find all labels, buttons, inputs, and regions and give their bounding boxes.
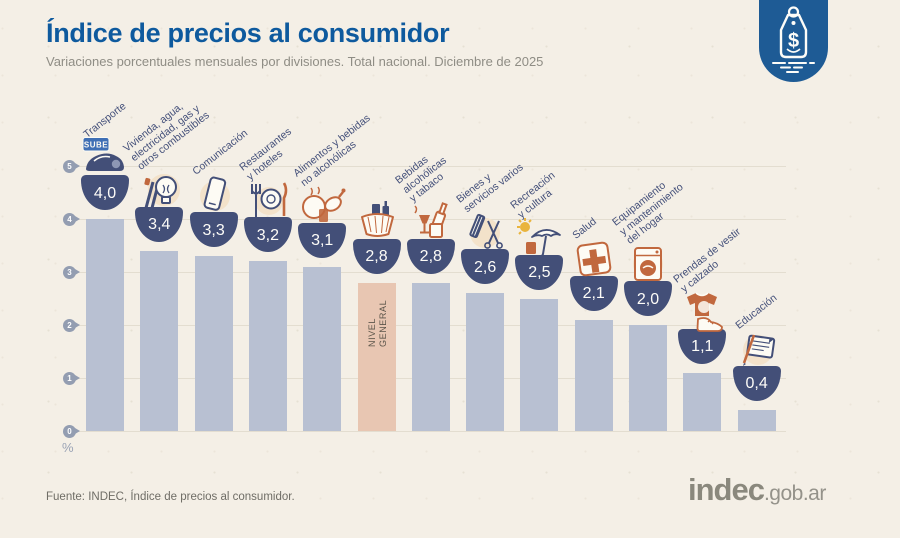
bar-Nivel general	[357, 282, 396, 431]
logo-domain-text: .gob.ar	[763, 482, 826, 505]
value-badge: 3,4	[135, 206, 184, 242]
price-tag-icon: $	[759, 0, 828, 87]
value-label: 3,4	[148, 216, 171, 234]
umbrella-sun-icon	[515, 216, 563, 258]
indec-logo-link[interactable]: indec .gob.ar	[688, 472, 826, 508]
value-label: 2,0	[636, 290, 660, 308]
value-label: 4,0	[93, 184, 117, 202]
bar-Salud	[574, 319, 613, 431]
bar-Vivienda, agua, electricidad, gas y otros combustibles	[140, 250, 179, 431]
header-brand-badge: $	[759, 0, 828, 82]
category-label: Transporte	[81, 100, 129, 141]
value-badge: 2,5	[515, 254, 564, 290]
category-label: Equipamiento y mantenimiento del hogar	[610, 179, 686, 247]
tshirt-sneaker-icon	[678, 290, 726, 332]
bottle-glass-icon	[407, 200, 455, 242]
bar-Bienes y servicios varios	[466, 293, 505, 431]
value-badge: 4,0	[81, 175, 129, 210]
gridline-0	[78, 431, 786, 432]
page-title: Índice de precios al consumidor	[46, 18, 450, 48]
bar-Educación	[737, 409, 776, 431]
y-tick-2: 2	[63, 318, 80, 332]
source-note: Fuente: INDEC, Índice de precios al cons…	[46, 491, 295, 503]
value-badge: 2,8	[406, 238, 455, 274]
value-badge: 3,1	[298, 222, 347, 258]
logo-text: indec	[688, 472, 765, 507]
washing-machine-icon	[624, 242, 672, 284]
value-badge: 3,3	[189, 212, 238, 248]
page-subtitle: Variaciones porcentuales mensuales por d…	[46, 54, 544, 69]
bar-Alimentos y bebidas no alcohólicas	[303, 266, 342, 431]
svg-text:SUBE: SUBE	[84, 141, 108, 150]
category-label: Recreación y cultura	[508, 168, 558, 221]
bar-Restaurantes y hoteles	[248, 261, 287, 431]
value-label: 2,5	[528, 264, 551, 281]
shopping-basket-icon	[353, 200, 401, 242]
category-label: Bebidas alcohólicas y tabaco	[392, 153, 449, 205]
category-label: Alimentos y bebidas no alcohólicas	[291, 111, 373, 189]
notebook-pencil-icon	[733, 327, 781, 369]
y-tick-3: 3	[63, 265, 80, 279]
value-badge: 2,1	[569, 275, 618, 311]
value-badge: 1,1	[678, 328, 727, 364]
highlight-bar-label: NIVEL GENERAL	[366, 299, 388, 347]
y-tick-4: 4	[63, 212, 80, 226]
value-badge: 0,4	[732, 365, 781, 401]
bar-Recreación y cultura	[520, 298, 559, 431]
bulb-tools-icon	[135, 168, 183, 210]
y-axis-unit-label: %	[62, 440, 74, 455]
food-plate-icon	[298, 184, 346, 226]
y-tick-1: 1	[63, 371, 80, 385]
bar-Transporte	[86, 219, 124, 431]
value-label: 0,4	[745, 375, 768, 393]
car-sube-icon: SUBE	[81, 136, 129, 178]
gridline-5	[78, 166, 786, 167]
gridline-4	[78, 219, 786, 220]
value-badge: 2,8	[352, 238, 401, 274]
bar-Bebidas alcohólicas y tabaco	[411, 282, 450, 431]
phone-icon	[190, 173, 238, 215]
y-tick-5: 5	[63, 159, 80, 173]
value-label: 3,2	[256, 226, 280, 244]
bar-Comunicación	[194, 256, 233, 431]
category-label: Prendas de vestir y calzado	[671, 225, 744, 295]
value-badge: 2,6	[461, 249, 510, 285]
y-tick-0: 0	[63, 424, 80, 438]
comb-scissors-icon	[461, 210, 509, 252]
bar-Prendas de vestir y calzado	[683, 372, 722, 431]
value-label: 1,1	[691, 338, 714, 356]
value-label: 2,8	[365, 248, 388, 266]
category-label: Comunicación	[189, 127, 250, 178]
svg-text:$: $	[788, 30, 799, 52]
value-label: 2,1	[582, 285, 605, 303]
value-badge: 3,2	[243, 217, 292, 253]
value-label: 2,8	[419, 248, 442, 266]
medical-cross-icon	[570, 237, 618, 279]
bar-Equipamiento y mantenimiento del hogar	[629, 325, 667, 431]
value-label: 3,1	[311, 232, 334, 250]
value-label: 3,3	[202, 221, 225, 239]
value-badge: 2,0	[624, 281, 672, 316]
value-label: 2,6	[473, 258, 497, 276]
cutlery-icon	[244, 178, 292, 220]
